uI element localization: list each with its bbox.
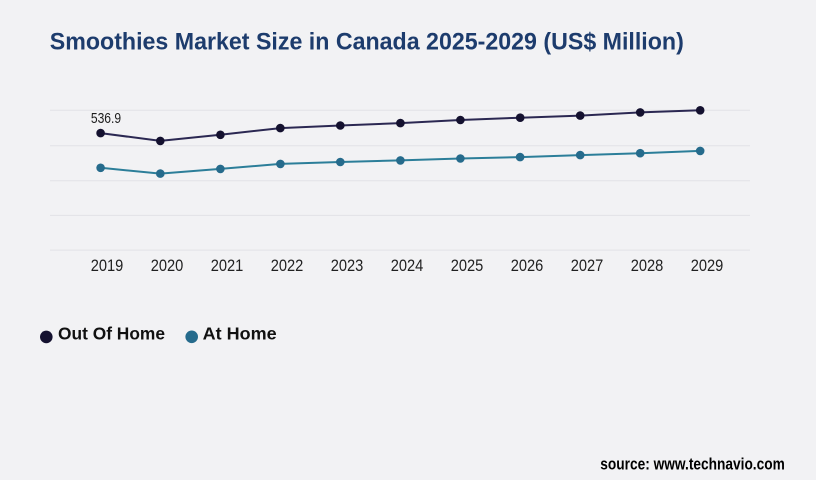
svg-text:source: www.technavio.com: source: www.technavio.com [600, 456, 785, 474]
svg-text:2023: 2023 [331, 256, 364, 275]
svg-text:2029: 2029 [691, 256, 724, 275]
svg-text:2020: 2020 [151, 256, 184, 275]
svg-text:2026: 2026 [511, 256, 544, 275]
svg-text:2021: 2021 [211, 256, 244, 275]
svg-text:2027: 2027 [571, 256, 604, 275]
svg-text:2022: 2022 [271, 256, 304, 275]
svg-text:2024: 2024 [391, 256, 424, 275]
svg-text:2025: 2025 [451, 256, 484, 275]
svg-text:2028: 2028 [631, 256, 664, 275]
svg-text:Smoothies Market Size in Canad: Smoothies Market Size in Canada 2025-202… [50, 29, 684, 56]
svg-text:536.9: 536.9 [91, 111, 121, 127]
svg-text:2019: 2019 [91, 256, 124, 275]
svg-text:Out Of Home: Out Of Home [58, 324, 165, 344]
svg-text:At Home: At Home [203, 324, 277, 344]
